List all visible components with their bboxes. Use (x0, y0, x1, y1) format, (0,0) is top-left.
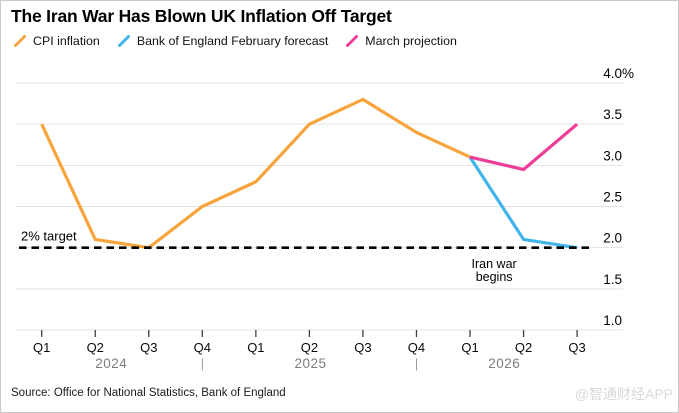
y-axis-label: 1.0 (603, 313, 622, 328)
year-label: 2025 (294, 356, 326, 371)
legend-item-bank-of-england-february-forecast: Bank of England February forecast (117, 34, 328, 48)
series-line-cpi-inflation (40, 97, 471, 250)
x-axis-label: Q2 (515, 340, 532, 355)
year-separator: | (415, 357, 418, 371)
x-axis-label: Q1 (247, 340, 264, 355)
year-separator: | (201, 357, 204, 371)
legend-item-march-projection: March projection (345, 34, 457, 48)
x-axis-label: Q3 (568, 340, 585, 355)
x-axis-label: Q2 (301, 340, 318, 355)
annotation-text: begins (476, 270, 513, 284)
year-label: 2024 (95, 356, 127, 371)
watermark: @智通财经APP (574, 386, 673, 402)
chart-title: The Iran War Has Blown UK Inflation Off … (11, 6, 392, 26)
x-axis-label: Q3 (140, 340, 157, 355)
y-axis-label: 3.5 (603, 107, 622, 122)
y-axis-label: 2.0 (603, 231, 622, 246)
series-line-bank-of-england-february-forecast (468, 156, 578, 250)
annotation-text: Iran war (472, 257, 517, 271)
y-axis-label: 1.5 (603, 272, 622, 287)
target-label: 2% target (21, 229, 77, 244)
legend-slash-icon (346, 35, 359, 47)
legend-item-label: Bank of England February forecast (136, 34, 329, 48)
x-axis-label: Q1 (33, 340, 50, 355)
x-axis-label: Q1 (461, 340, 478, 355)
x-axis-label: Q3 (354, 340, 371, 355)
legend-item-label: March projection (365, 34, 457, 48)
y-axis-label: 4.0% (603, 66, 634, 81)
legend-item-cpi-inflation: CPI inflation (13, 34, 100, 48)
legend-slash-icon (117, 35, 130, 47)
legend: CPI inflation Bank of England February fo… (13, 34, 457, 48)
legend-item-label: CPI inflation (33, 34, 100, 48)
x-axis-label: Q4 (408, 340, 425, 355)
x-axis-label: Q2 (87, 340, 104, 355)
year-label: 2026 (488, 356, 520, 371)
x-axis-label: Q4 (194, 340, 211, 355)
y-axis-label: 2.5 (603, 189, 622, 204)
legend-slash-icon (14, 35, 26, 47)
series-line-march-projection (469, 122, 579, 172)
source-note: Source: Office for National Statistics, … (11, 387, 286, 399)
y-axis-label: 3.0 (603, 148, 622, 163)
